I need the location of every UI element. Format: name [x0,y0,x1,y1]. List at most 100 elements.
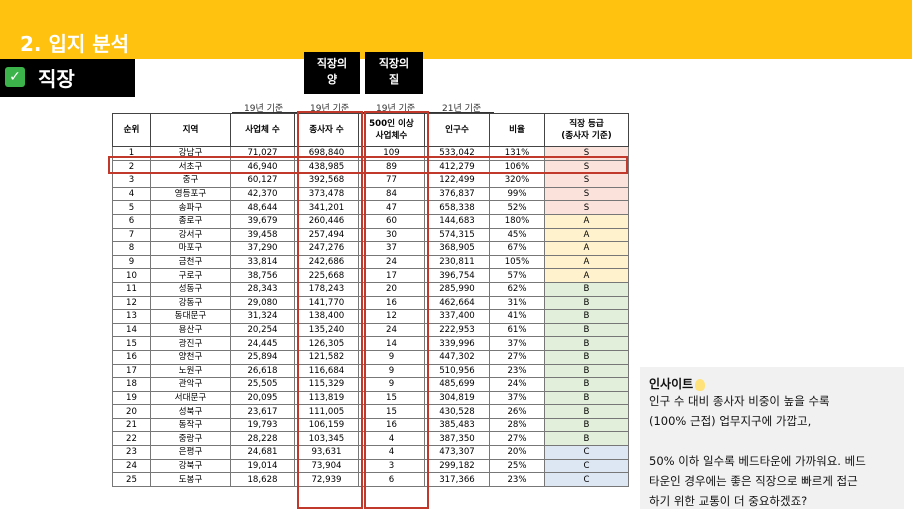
table-cell: 25,505 [230,377,295,392]
table-cell: 17 [112,363,151,379]
table-cell: 18,628 [230,472,295,487]
table-cell: 317,366 [424,472,490,487]
table-cell: B [544,431,629,447]
table-cell: C [544,472,629,487]
table-cell: 67% [489,241,545,256]
highlight-seocho-row [108,156,628,174]
table-cell: A [544,241,629,256]
highlight-large-business-column [364,111,429,509]
table-cell: B [544,309,629,324]
table-cell: 23% [489,472,545,487]
table-cell: 14 [112,322,151,338]
tag-quality: 직장의 질 [365,52,423,94]
table-cell: 마포구 [150,241,231,256]
table-cell: 강동구 [150,295,231,311]
table-cell: 447,302 [424,349,490,365]
table-cell: 강북구 [150,458,231,474]
table-cell: 24,681 [230,445,295,460]
table-cell: 485,699 [424,377,490,392]
table-cell: B [544,404,629,419]
table-cell: 성동구 [150,281,231,297]
table-row: 11 성동구 28,343 178,243 20 285,990 62% B [112,281,629,297]
table-cell: 31,324 [230,309,295,324]
table-cell: B [544,281,629,297]
table-cell: 48,644 [230,200,295,215]
table-cell: 45% [489,227,545,243]
table-cell: 22 [112,431,151,447]
table-cell: 62% [489,281,545,297]
table-cell: 중랑구 [150,431,231,447]
table-cell: 57% [489,268,545,283]
table-cell: 99% [489,186,545,202]
table-cell: B [544,295,629,311]
table-cell: 구로구 [150,268,231,283]
table-cell: 368,905 [424,241,490,256]
table-cell: A [544,268,629,283]
table-cell: 180% [489,213,545,229]
table-cell: 37% [489,390,545,406]
table-cell: 26% [489,404,545,419]
table-cell: 동작구 [150,417,231,433]
table-row: 18 관악구 25,505 115,329 9 485,699 24% B [112,377,629,392]
table-cell: S [544,186,629,202]
check-icon: ✓ [5,67,25,87]
table-cell: 304,819 [424,390,490,406]
table-cell: 41% [489,309,545,324]
table-cell: 285,990 [424,281,490,297]
table-cell: S [544,200,629,215]
workplace-table: 순위 지역 사업체 수 종사자 수 500인 이상 사업체수 인구수 비율 직장 등급 (종사자 … [112,113,629,487]
table-row: 8 마포구 37,290 247,276 37 368,905 67% A [112,241,629,256]
table-cell: 13 [112,309,151,324]
table-cell: 52% [489,200,545,215]
table-cell: 25% [489,458,545,474]
table-row: 7 강서구 39,458 257,494 30 574,315 45% A [112,227,629,243]
insight-line: 50% 이하 일수록 베드타운에 가까워요. 베드 [649,454,866,468]
table-cell: 105% [489,254,545,270]
table-cell: 320% [489,173,545,188]
table-cell: C [544,458,629,474]
table-cell: 광진구 [150,336,231,351]
table-cell: 28% [489,417,545,433]
table-cell: 39,458 [230,227,295,243]
table-cell: 노원구 [150,363,231,379]
table-cell: B [544,349,629,365]
table-cell: 230,811 [424,254,490,270]
table-cell: B [544,377,629,392]
table-cell: 용산구 [150,322,231,338]
table-cell: A [544,254,629,270]
table-cell: 31% [489,295,545,311]
header-bar [0,0,912,59]
tag-quantity: 직장의 양 [304,52,360,94]
table-cell: 462,664 [424,295,490,311]
table-cell: 중구 [150,173,231,188]
table-row: 6 종로구 39,679 260,446 60 144,683 180% A [112,213,629,229]
table-cell: 28,343 [230,281,295,297]
table-cell: 60,127 [230,173,295,188]
table-cell: 19 [112,390,151,406]
table-cell: 39,679 [230,213,295,229]
table-row: 24 강북구 19,014 73,904 3 299,182 25% C [112,458,629,474]
table-cell: 19,793 [230,417,295,433]
table-cell: 122,499 [424,173,490,188]
table-row: 22 중랑구 28,228 103,345 4 387,350 27% B [112,431,629,447]
lightbulb-icon [695,378,706,391]
column-header: 종사자 수 [294,113,359,147]
table-cell: 15 [112,336,151,351]
highlight-employees-column [297,111,363,509]
table-cell: 222,953 [424,322,490,338]
year-label: 21년 기준 [442,104,482,114]
table-cell: 서대문구 [150,390,231,406]
table-cell: A [544,213,629,229]
table-cell: 38,756 [230,268,295,283]
table-cell: 376,837 [424,186,490,202]
table-cell: S [544,173,629,188]
table-row: 13 동대문구 31,324 138,400 12 337,400 41% B [112,309,629,324]
column-header: 순위 [112,113,151,147]
table-row: 21 동작구 19,793 106,159 16 385,483 28% B [112,417,629,433]
table-cell: 510,956 [424,363,490,379]
table-cell: 658,338 [424,200,490,215]
table-cell: 영등포구 [150,186,231,202]
table-cell: 473,307 [424,445,490,460]
table-cell: A [544,227,629,243]
table-cell: 144,683 [424,213,490,229]
